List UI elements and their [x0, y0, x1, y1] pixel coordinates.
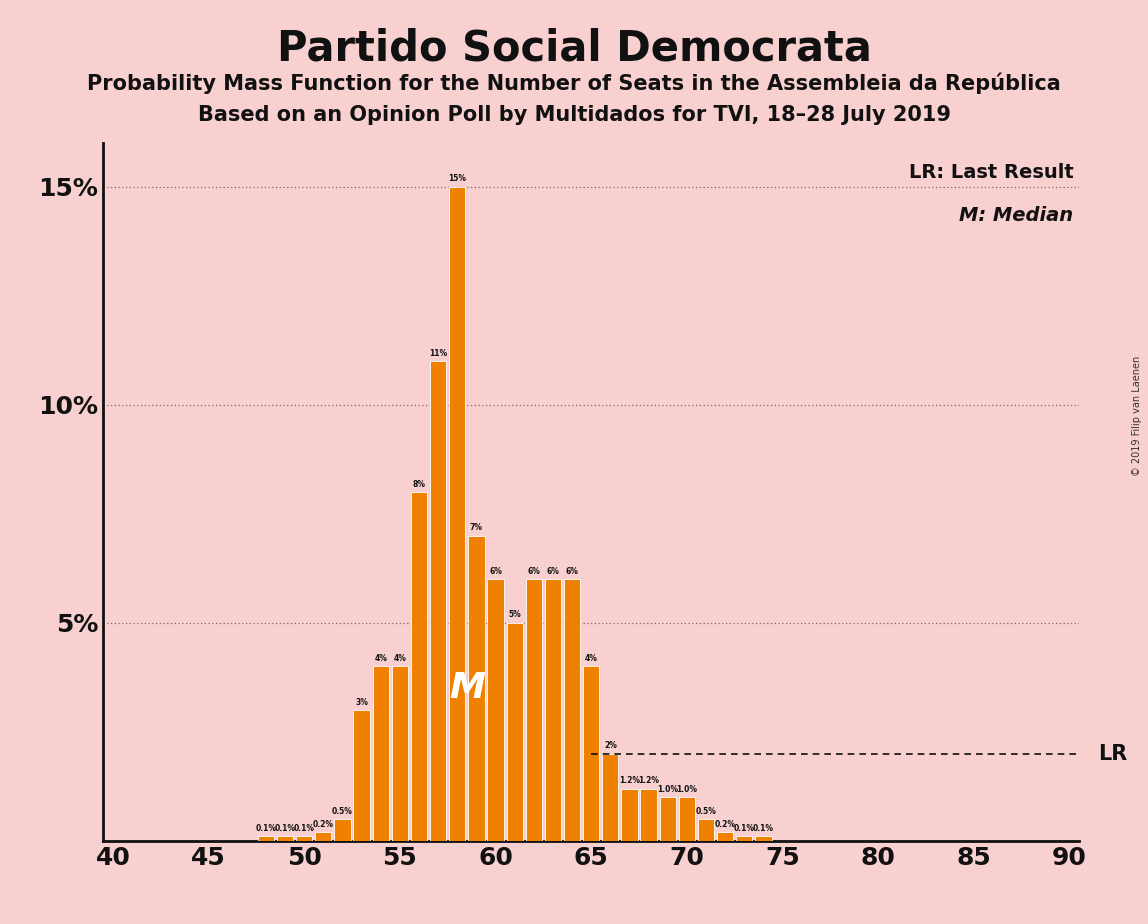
- Bar: [430, 361, 447, 841]
- Bar: [755, 836, 771, 841]
- Text: 8%: 8%: [412, 480, 426, 489]
- Text: 3%: 3%: [355, 698, 369, 707]
- Text: Based on an Opinion Poll by Multidados for TVI, 18–28 July 2019: Based on an Opinion Poll by Multidados f…: [197, 105, 951, 126]
- Text: 0.1%: 0.1%: [294, 824, 315, 833]
- Bar: [468, 536, 484, 841]
- Text: 4%: 4%: [584, 654, 598, 663]
- Bar: [621, 788, 637, 841]
- Text: 6%: 6%: [489, 566, 502, 576]
- Bar: [736, 836, 752, 841]
- Bar: [258, 836, 274, 841]
- Text: 0.5%: 0.5%: [332, 807, 352, 816]
- Text: 0.2%: 0.2%: [313, 820, 334, 829]
- Bar: [373, 666, 389, 841]
- Text: 0.1%: 0.1%: [274, 824, 295, 833]
- Text: Probability Mass Function for the Number of Seats in the Assembleia da República: Probability Mass Function for the Number…: [87, 72, 1061, 93]
- Bar: [678, 797, 695, 841]
- Bar: [583, 666, 599, 841]
- Text: 6%: 6%: [546, 566, 559, 576]
- Text: LR: Last Result: LR: Last Result: [908, 163, 1073, 182]
- Text: 0.1%: 0.1%: [256, 824, 277, 833]
- Text: 15%: 15%: [448, 175, 466, 183]
- Text: 5%: 5%: [509, 611, 521, 619]
- Text: 11%: 11%: [429, 348, 448, 358]
- Text: 0.1%: 0.1%: [753, 824, 774, 833]
- Text: 7%: 7%: [470, 523, 483, 532]
- Bar: [660, 797, 676, 841]
- Bar: [411, 492, 427, 841]
- Bar: [277, 836, 293, 841]
- Bar: [296, 836, 312, 841]
- Text: M: Median: M: Median: [960, 206, 1073, 225]
- Text: © 2019 Filip van Laenen: © 2019 Filip van Laenen: [1132, 356, 1142, 476]
- Bar: [641, 788, 657, 841]
- Text: 0.2%: 0.2%: [715, 820, 736, 829]
- Text: 6%: 6%: [566, 566, 579, 576]
- Text: 2%: 2%: [604, 741, 616, 750]
- Bar: [488, 579, 504, 841]
- Text: LR: LR: [1099, 744, 1127, 763]
- Bar: [526, 579, 542, 841]
- Bar: [698, 819, 714, 841]
- Text: 1.2%: 1.2%: [619, 776, 639, 785]
- Text: Partido Social Democrata: Partido Social Democrata: [277, 28, 871, 69]
- Bar: [603, 754, 619, 841]
- Bar: [718, 833, 734, 841]
- Bar: [391, 666, 408, 841]
- Text: 0.1%: 0.1%: [734, 824, 754, 833]
- Text: 6%: 6%: [527, 566, 541, 576]
- Text: 1.0%: 1.0%: [676, 784, 697, 794]
- Text: 1.2%: 1.2%: [638, 776, 659, 785]
- Bar: [506, 623, 522, 841]
- Text: 4%: 4%: [374, 654, 387, 663]
- Bar: [334, 819, 350, 841]
- Text: 4%: 4%: [394, 654, 406, 663]
- Bar: [354, 710, 370, 841]
- Text: 1.0%: 1.0%: [658, 784, 678, 794]
- Bar: [449, 187, 465, 841]
- Text: M: M: [449, 671, 484, 705]
- Bar: [564, 579, 580, 841]
- Bar: [545, 579, 561, 841]
- Bar: [316, 833, 332, 841]
- Text: 0.5%: 0.5%: [696, 807, 716, 816]
